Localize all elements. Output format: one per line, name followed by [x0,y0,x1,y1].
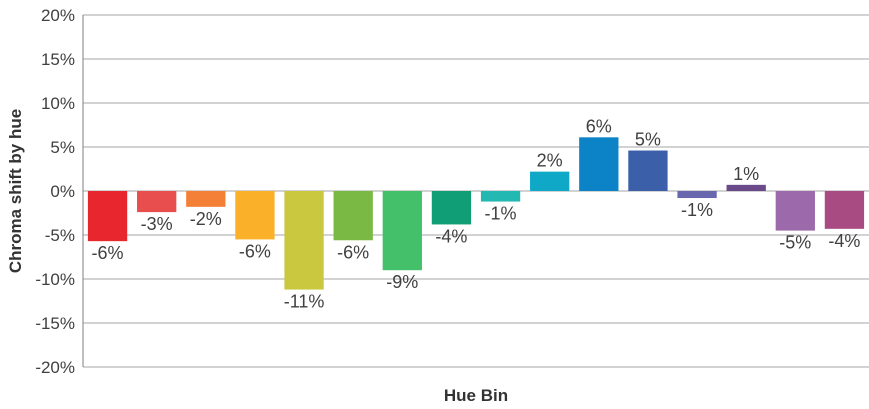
bar [235,191,275,240]
data-label: -3% [141,214,173,234]
y-tick-label: 5% [50,138,75,157]
data-labels: -6% -3% -2% -6% -11% -6% -9% -4% -1% 2% 6% 5% -1% 1% -… [92,116,861,311]
data-label: 6% [586,116,612,136]
bar [726,184,766,191]
y-tick-labels: 20% 15% 10% 5% 0% -5% -10% -15% -20% [35,6,75,377]
y-tick-label: -10% [35,270,75,289]
bar [431,191,472,225]
data-label: 1% [733,164,759,184]
data-label: -1% [681,200,713,220]
data-label: 5% [635,130,661,150]
bar [382,191,422,271]
data-label: -4% [435,226,467,246]
bar [530,171,570,191]
y-tick-label: 10% [41,94,75,113]
data-label: -6% [92,243,124,263]
y-tick-label: 0% [50,182,75,201]
data-label: -6% [239,241,271,261]
data-label: -6% [337,242,369,262]
bar [579,137,619,191]
bar [284,191,324,290]
bar [87,191,128,242]
y-axis-title: Chroma shift by hue [6,109,25,273]
data-label: -1% [485,204,517,224]
data-label: -11% [284,292,325,312]
bar [333,191,373,241]
data-label: -2% [190,209,222,229]
bar [824,191,865,229]
bar [628,150,668,191]
bar [677,191,717,199]
bar [480,191,521,202]
data-label: -5% [779,233,811,253]
bar [775,191,815,231]
data-label: 2% [537,151,563,171]
bars [87,137,865,290]
y-tick-label: -5% [45,226,75,245]
y-tick-label: 15% [41,50,75,69]
data-label: -9% [386,272,418,292]
y-tick-label: -20% [35,358,75,377]
data-label: -4% [828,231,860,251]
bar [137,191,177,213]
y-tick-label: -15% [35,314,75,333]
x-axis-title: Hue Bin [444,386,508,405]
y-tick-label: 20% [41,6,75,25]
bar [186,191,226,207]
